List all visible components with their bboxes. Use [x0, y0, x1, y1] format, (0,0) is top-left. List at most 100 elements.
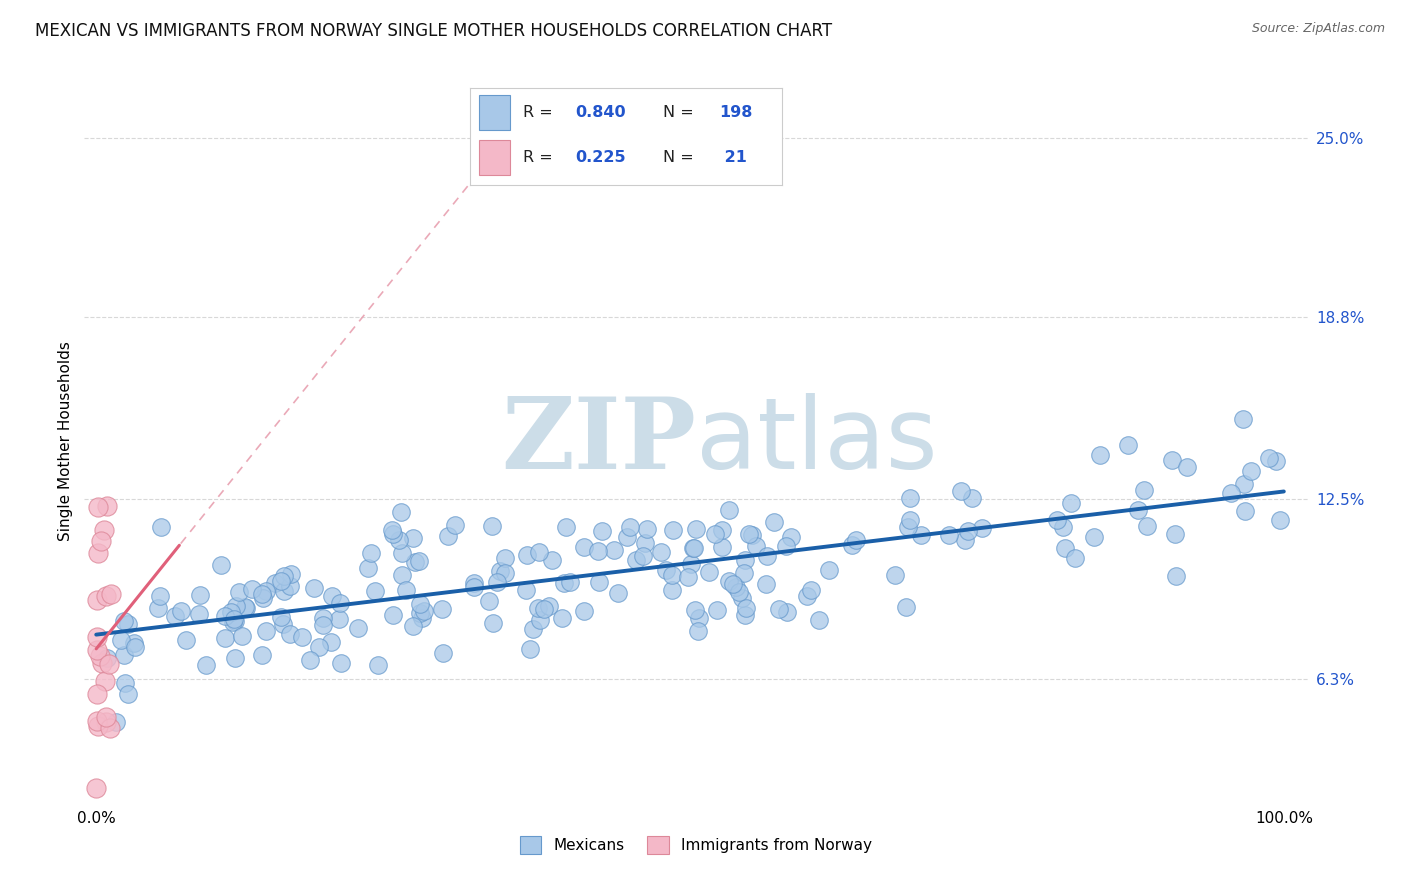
Point: [252, 591, 274, 606]
Point: [86, 593, 108, 607]
Point: [436, 528, 458, 542]
Point: [735, 601, 758, 615]
Point: [626, 553, 648, 567]
Point: [845, 533, 868, 547]
Point: [225, 599, 247, 614]
Point: [96, 589, 118, 603]
Point: [228, 585, 250, 599]
Point: [516, 548, 538, 562]
Point: [616, 530, 638, 544]
Point: [818, 563, 841, 577]
Point: [149, 520, 172, 534]
Point: [606, 586, 628, 600]
Point: [110, 633, 132, 648]
Point: [527, 600, 550, 615]
Point: [112, 614, 135, 628]
Point: [574, 604, 596, 618]
Point: [1164, 569, 1187, 583]
Point: [884, 567, 907, 582]
Point: [224, 651, 246, 665]
Y-axis label: Single Mother Households: Single Mother Households: [58, 342, 73, 541]
Point: [86, 714, 108, 728]
Point: [489, 564, 512, 578]
Point: [553, 576, 575, 591]
Point: [90, 656, 112, 670]
Point: [683, 541, 706, 555]
Point: [187, 607, 209, 622]
Point: [360, 546, 382, 560]
Point: [796, 589, 818, 603]
Point: [1052, 520, 1074, 534]
Point: [683, 603, 706, 617]
Point: [96, 499, 118, 513]
Point: [165, 608, 187, 623]
Point: [898, 512, 921, 526]
Point: [214, 632, 236, 646]
Point: [250, 648, 273, 662]
Point: [636, 522, 658, 536]
Point: [409, 606, 432, 620]
Point: [755, 577, 778, 591]
Point: [84, 781, 107, 796]
Point: [86, 719, 108, 733]
Point: [560, 574, 582, 589]
Point: [402, 531, 425, 545]
Point: [762, 515, 785, 529]
Point: [533, 602, 555, 616]
Point: [271, 616, 294, 631]
Point: [733, 566, 755, 580]
Point: [149, 590, 172, 604]
Point: [486, 575, 509, 590]
Point: [270, 609, 292, 624]
Point: [591, 524, 613, 539]
Point: [538, 599, 561, 614]
Point: [382, 607, 405, 622]
Point: [731, 591, 754, 605]
Point: [970, 520, 993, 534]
Point: [273, 584, 295, 599]
Point: [1136, 518, 1159, 533]
Point: [94, 714, 117, 729]
Point: [541, 552, 564, 566]
Point: [686, 624, 709, 638]
Point: [86, 500, 108, 515]
Point: [938, 528, 960, 542]
Point: [551, 611, 574, 625]
Point: [329, 656, 352, 670]
Point: [367, 657, 389, 672]
Point: [1232, 412, 1254, 426]
Point: [117, 687, 139, 701]
Point: [704, 527, 727, 541]
Point: [631, 549, 654, 563]
Point: [328, 612, 350, 626]
Point: [688, 611, 710, 625]
Point: [432, 601, 454, 615]
Point: [1265, 454, 1288, 468]
Point: [699, 565, 721, 579]
Legend: Mexicans, Immigrants from Norway: Mexicans, Immigrants from Norway: [513, 830, 879, 860]
Point: [661, 583, 683, 598]
Point: [1090, 448, 1112, 462]
Point: [114, 676, 136, 690]
Point: [104, 715, 127, 730]
Point: [329, 596, 352, 610]
Point: [231, 629, 253, 643]
Point: [346, 621, 368, 635]
Point: [1054, 541, 1077, 555]
Point: [89, 649, 111, 664]
Point: [401, 619, 423, 633]
Point: [409, 597, 432, 611]
Point: [634, 536, 657, 550]
Point: [273, 569, 295, 583]
Point: [756, 549, 779, 563]
Point: [1257, 451, 1279, 466]
Point: [494, 550, 516, 565]
Point: [734, 608, 756, 623]
Point: [768, 602, 790, 616]
Point: [744, 539, 766, 553]
Point: [146, 600, 169, 615]
Point: [619, 520, 641, 534]
Point: [222, 615, 245, 629]
Point: [391, 546, 413, 560]
Point: [682, 541, 704, 556]
